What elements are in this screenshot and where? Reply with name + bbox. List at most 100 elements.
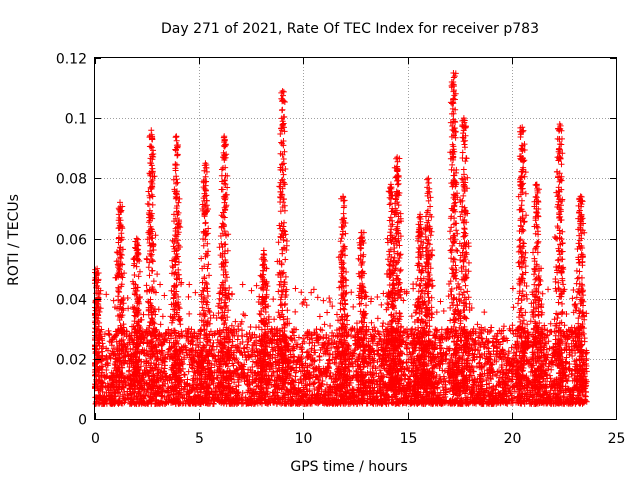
- data-point: [192, 388, 199, 395]
- data-point: [140, 311, 147, 318]
- data-point: [300, 372, 307, 379]
- data-point: [462, 282, 469, 289]
- data-point: [238, 394, 245, 401]
- data-point: [569, 295, 576, 302]
- data-point: [243, 331, 250, 338]
- data-point: [548, 366, 555, 373]
- data-point: [374, 293, 381, 300]
- data-point: [438, 326, 445, 333]
- data-point: [410, 285, 417, 292]
- data-point: [487, 327, 494, 334]
- data-point: [179, 394, 186, 401]
- data-point: [210, 312, 217, 319]
- data-point: [186, 281, 193, 288]
- data-point: [440, 307, 447, 314]
- data-point: [299, 349, 306, 356]
- data-point: [546, 372, 553, 379]
- data-point: [316, 313, 323, 320]
- data-point: [437, 298, 444, 305]
- data-point: [377, 370, 384, 377]
- data-point: [546, 345, 553, 352]
- data-point: [311, 329, 318, 336]
- data-point: [333, 311, 340, 318]
- data-point: [185, 293, 192, 300]
- data-point: [320, 297, 327, 304]
- data-point: [321, 321, 328, 328]
- data-point: [103, 291, 110, 298]
- data-point: [378, 301, 385, 308]
- data-point: [368, 319, 375, 326]
- data-point: [253, 282, 260, 289]
- data-point: [351, 347, 358, 354]
- data-point: [366, 343, 373, 350]
- data-point: [472, 346, 479, 353]
- data-point: [229, 290, 236, 297]
- data-point: [110, 297, 117, 304]
- data-point: [192, 289, 199, 296]
- data-point: [247, 324, 254, 331]
- data-point: [157, 321, 164, 328]
- data-point: [159, 313, 166, 320]
- data-point: [308, 289, 315, 296]
- data-point: [545, 286, 552, 293]
- data-point: [100, 343, 107, 350]
- data-point: [308, 372, 315, 379]
- data-point: [336, 284, 343, 291]
- data-point: [235, 382, 242, 389]
- data-point: [161, 292, 168, 299]
- data-point: [573, 294, 580, 301]
- data-point: [223, 391, 230, 398]
- data-point: [499, 374, 506, 381]
- data-point: [271, 316, 278, 323]
- data-point: [157, 281, 164, 288]
- data-point: [324, 309, 331, 316]
- data-point: [298, 289, 305, 296]
- data-point: [250, 386, 257, 393]
- data-point: [402, 372, 409, 379]
- data-point: [314, 294, 321, 301]
- data-point: [539, 290, 546, 297]
- data-point: [232, 318, 239, 325]
- data-point: [329, 303, 336, 310]
- data-point: [344, 312, 351, 319]
- data-point: [367, 347, 374, 354]
- data-point: [485, 345, 492, 352]
- data-point: [245, 348, 252, 355]
- data-point: [266, 366, 273, 373]
- data-point: [449, 299, 456, 306]
- data-point: [295, 334, 302, 341]
- data-point: [566, 351, 573, 358]
- data-point: [545, 338, 552, 345]
- data-point: [481, 309, 488, 316]
- data-point: [371, 324, 378, 331]
- data-point: [493, 333, 500, 340]
- data-point: [450, 391, 457, 398]
- data-point: [510, 304, 517, 311]
- data-point: [367, 298, 374, 305]
- data-point: [484, 399, 491, 406]
- data-point: [380, 290, 387, 297]
- data-point: [380, 320, 387, 327]
- data-point: [297, 368, 304, 375]
- data-point: [509, 285, 516, 292]
- data-point: [575, 315, 582, 322]
- data-point: [379, 323, 386, 330]
- data-point: [218, 390, 225, 397]
- data-point: [185, 368, 192, 375]
- data-point: [303, 302, 310, 309]
- data-point: [248, 287, 255, 294]
- data-point: [409, 325, 416, 332]
- data-point: [210, 339, 217, 346]
- data-point: [371, 351, 378, 358]
- data-point: [551, 316, 558, 323]
- data-point: [327, 298, 334, 305]
- data-point: [531, 318, 538, 325]
- data-point: [565, 373, 572, 380]
- data-point: [239, 281, 246, 288]
- data-point: [376, 331, 383, 338]
- data-point: [289, 329, 296, 336]
- data-point: [238, 327, 245, 334]
- data-point: [437, 345, 444, 352]
- data-point: [292, 308, 299, 315]
